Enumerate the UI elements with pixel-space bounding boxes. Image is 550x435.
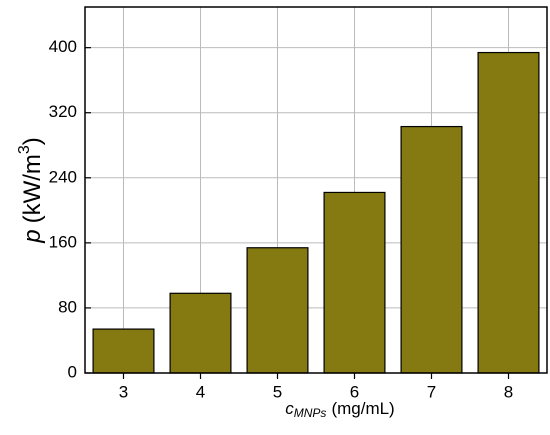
y-tick-label: 160 (49, 232, 77, 251)
bar (169, 292, 232, 374)
x-tick-label: 4 (196, 382, 205, 401)
y-tick-label: 320 (49, 102, 77, 121)
plot-frame (84, 6, 548, 374)
y-label-close: ) (19, 137, 46, 145)
x-tick-label: 3 (119, 382, 128, 401)
x-tick-label: 7 (427, 382, 436, 401)
x-tick-label: 6 (350, 382, 359, 401)
y-label-exponent: 3 (16, 145, 33, 154)
y-label-unit: (kW/m (19, 154, 46, 223)
x-axis-label: cMNPs (mg/mL) (285, 399, 394, 420)
y-axis-label: p (kW/m3) (16, 137, 46, 244)
bar (400, 125, 463, 374)
y-tick-label: 0 (68, 362, 77, 381)
bar (92, 328, 155, 374)
bar (246, 247, 309, 374)
x-label-subscript: MNPs (294, 406, 327, 420)
x-label-symbol: c (285, 399, 294, 418)
x-label-unit: (mg/mL) (331, 399, 394, 418)
y-tick-label: 80 (58, 297, 77, 316)
x-tick-label: 8 (504, 382, 513, 401)
y-tick-label: 400 (49, 37, 77, 56)
x-tick-label: 5 (273, 382, 282, 401)
y-tick-label: 240 (49, 167, 77, 186)
y-label-symbol: p (19, 229, 46, 243)
bar (323, 191, 386, 374)
bar (477, 51, 540, 374)
